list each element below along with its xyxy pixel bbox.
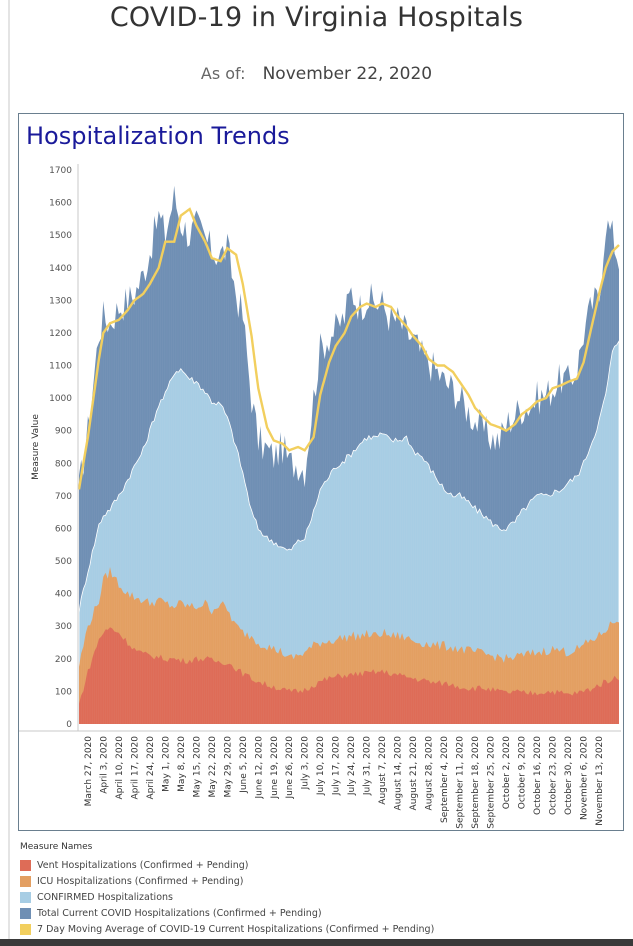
as-of-label: As of:: [200, 64, 246, 83]
y-tick-label: 300: [55, 622, 72, 632]
legend-swatch-icu: [20, 875, 31, 887]
y-tick-label: 1600: [49, 199, 72, 209]
chart-title: Hospitalization Trends: [26, 122, 290, 150]
x-tick-label: July 10, 2020: [316, 736, 326, 796]
x-tick-label: May 29, 2020: [223, 736, 233, 798]
legend-swatch-moving-average: [20, 923, 31, 935]
legend-label-icu: ICU Hospitalizations (Confirmed + Pendin…: [37, 875, 244, 887]
x-tick-label: August 21, 2020: [409, 736, 419, 811]
y-tick-label: 1100: [49, 362, 72, 372]
bottom-toolbar: [0, 939, 633, 946]
y-tick-label: 600: [55, 524, 72, 534]
x-tick-label: September 25, 2020: [487, 736, 497, 829]
x-tick-label: June 5, 2020: [239, 736, 249, 794]
legend-label-confirmed: CONFIRMED Hospitalizations: [37, 891, 173, 903]
y-tick-label: 500: [55, 557, 72, 567]
y-axis-label: Measure Value: [31, 414, 41, 480]
page-title: COVID-19 in Virginia Hospitals: [109, 2, 524, 33]
y-tick-label: 200: [55, 655, 72, 665]
x-tick-label: June 12, 2020: [254, 736, 264, 800]
y-tick-label: 1000: [49, 394, 72, 404]
x-tick-label: March 27, 2020: [84, 736, 94, 807]
legend-swatch-vent: [20, 859, 31, 871]
legend-swatch-total: [20, 907, 31, 919]
legend-swatch-confirmed: [20, 891, 31, 903]
y-tick-label: 1700: [49, 166, 72, 176]
legend-item-vent[interactable]: Vent Hospitalizations (Confirmed + Pendi…: [20, 857, 434, 873]
x-tick-label: April 3, 2020: [99, 736, 109, 794]
legend-item-moving-average[interactable]: 7 Day Moving Average of COVID-19 Current…: [20, 921, 434, 937]
as-of-date: November 22, 2020: [262, 64, 433, 84]
y-tick-label: 400: [55, 590, 72, 600]
x-tick-label: May 15, 2020: [192, 736, 202, 798]
axis-layer: 0 100 200 300 400 500 600 700 800 900 1000 1100 1200…: [19, 164, 621, 829]
x-tick-label: November 13, 2020: [595, 736, 605, 826]
y-tick-label: 1500: [49, 231, 72, 241]
x-tick-label: October 2, 2020: [502, 736, 512, 810]
y-tick-label: 1200: [49, 329, 72, 339]
x-tick-label: July 31, 2020: [363, 736, 373, 796]
line-layer: [77, 207, 620, 490]
x-tick-label: October 9, 2020: [518, 736, 528, 810]
legend-item-total[interactable]: Total Current COVID Hospitalizations (Co…: [20, 905, 434, 921]
y-tick-label: 700: [55, 492, 72, 502]
x-tick-label: July 17, 2020: [332, 736, 342, 796]
line-7-day-moving-average: [77, 207, 620, 490]
legend-label-total: Total Current COVID Hospitalizations (Co…: [37, 907, 322, 919]
x-tick-label: October 30, 2020: [564, 736, 574, 815]
x-tick-label: August 28, 2020: [425, 736, 435, 811]
y-tick-label: 1400: [49, 264, 72, 274]
x-tick-label: July 24, 2020: [347, 736, 357, 796]
x-tick-label: April 10, 2020: [115, 736, 125, 800]
x-tick-label: October 23, 2020: [549, 736, 559, 815]
area-layer: [78, 174, 620, 725]
area-vent-hospitalizations: [79, 627, 619, 724]
y-tick-label: 0: [66, 720, 72, 730]
x-tick-label: May 1, 2020: [161, 736, 171, 792]
legend: Measure Names Vent Hospitalizations (Con…: [20, 842, 434, 937]
legend-item-confirmed[interactable]: CONFIRMED Hospitalizations: [20, 889, 434, 905]
x-tick-label: May 22, 2020: [208, 736, 218, 798]
legend-label-moving-average: 7 Day Moving Average of COVID-19 Current…: [37, 923, 435, 935]
x-tick-label: July 3, 2020: [301, 736, 311, 791]
x-tick-label: August 14, 2020: [394, 736, 404, 811]
legend-label-vent: Vent Hospitalizations (Confirmed + Pendi…: [37, 859, 249, 871]
as-of-row: As of: November 22, 2020: [0, 64, 633, 84]
y-tick-label: 100: [55, 687, 72, 697]
x-tick-label: June 26, 2020: [285, 736, 295, 800]
x-tick-label: September 4, 2020: [440, 736, 450, 823]
x-tick-label: August 7, 2020: [378, 736, 388, 805]
y-tick-label: 900: [55, 427, 72, 437]
legend-item-icu[interactable]: ICU Hospitalizations (Confirmed + Pendin…: [20, 873, 434, 889]
y-tick-label: 800: [55, 459, 72, 469]
x-tick-label: May 8, 2020: [177, 736, 187, 792]
left-divider: [8, 0, 10, 946]
legend-title: Measure Names: [20, 842, 93, 852]
x-tick-label: October 16, 2020: [533, 736, 543, 815]
x-tick-label: September 11, 2020: [456, 736, 466, 829]
x-tick-label: April 24, 2020: [146, 736, 156, 800]
x-tick-label: June 19, 2020: [270, 736, 280, 800]
x-tick-label: September 18, 2020: [471, 736, 481, 829]
x-tick-label: April 17, 2020: [130, 736, 140, 800]
y-tick-label: 1300: [49, 296, 72, 306]
x-tick-label: November 6, 2020: [580, 736, 590, 820]
